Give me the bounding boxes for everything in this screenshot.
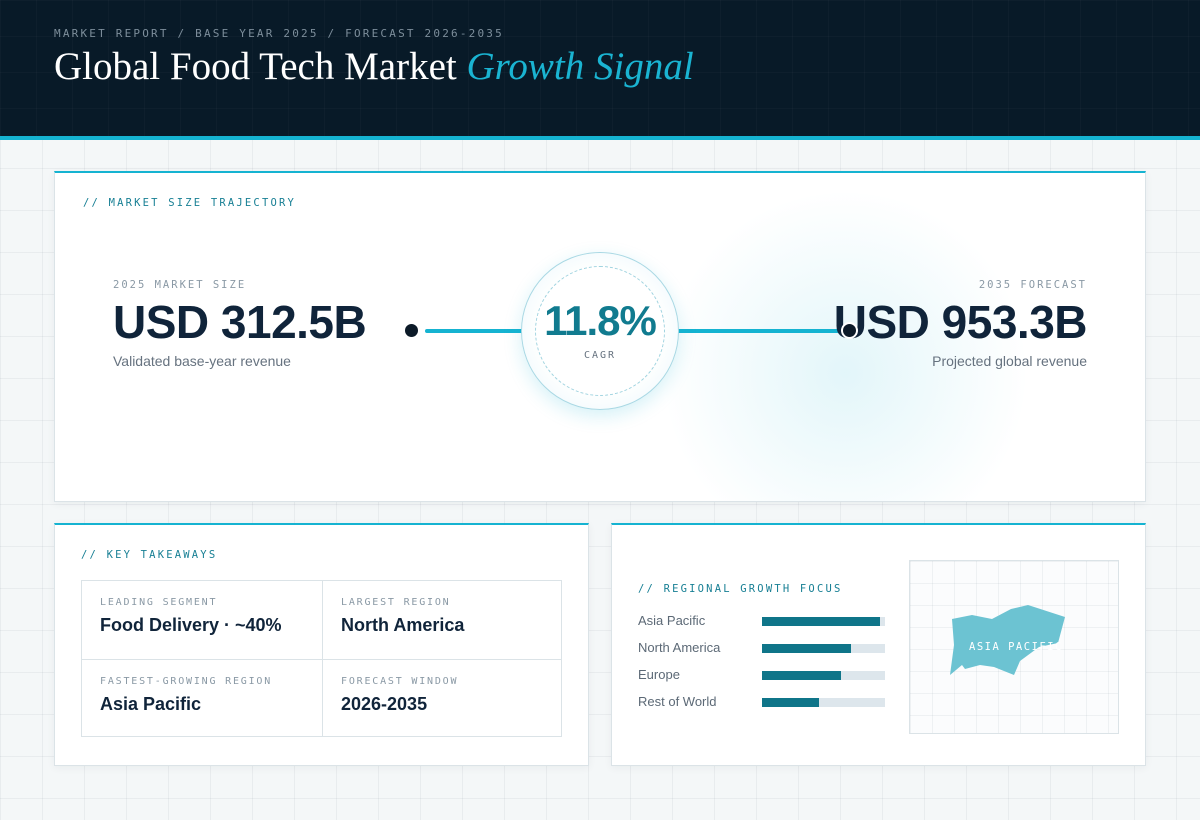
regional-label: // REGIONAL GROWTH FOCUS	[638, 583, 843, 595]
region-bar-fill	[762, 644, 851, 653]
takeaway-key: LEADING SEGMENT	[100, 597, 218, 608]
takeaway-largest-region: LARGEST REGION North America	[322, 581, 562, 659]
takeaway-value: 2026-2035	[341, 694, 428, 714]
region-name: Rest of World	[638, 694, 717, 709]
asia-pacific-map-shape	[950, 605, 1065, 675]
regional-growth-card: // REGIONAL GROWTH FOCUS Asia Pacific No…	[611, 523, 1146, 766]
region-bar-row: Europe	[638, 667, 888, 683]
region-name: Asia Pacific	[638, 613, 706, 628]
region-bar-row: Rest of World	[638, 694, 888, 710]
region-bar-track	[762, 617, 885, 626]
takeaway-value: Food Delivery · ~40%	[100, 615, 282, 635]
start-dot	[403, 322, 420, 339]
page-title-accent: Growth Signal	[466, 45, 694, 88]
region-bar-fill	[762, 617, 881, 626]
takeaway-key: FORECAST WINDOW	[341, 676, 459, 687]
forecast-glow	[655, 193, 1035, 501]
takeaways-grid: LEADING SEGMENT Food Delivery · ~40% LAR…	[81, 580, 562, 737]
takeaways-label: // KEY TAKEAWAYS	[81, 549, 218, 561]
takeaway-leading-segment: LEADING SEGMENT Food Delivery · ~40%	[82, 581, 322, 659]
end-dot	[841, 322, 858, 339]
region-bar-fill	[762, 698, 819, 707]
start-caption: Validated base-year revenue	[113, 353, 291, 369]
cagr-inner-ring	[535, 266, 665, 396]
takeaway-key: LARGEST REGION	[341, 597, 451, 608]
cagr-value: 11.8%	[544, 297, 657, 344]
region-name: Europe	[638, 667, 680, 682]
region-bar-fill	[762, 671, 841, 680]
start-value: USD 312.5B	[113, 296, 367, 348]
takeaway-forecast-window: FORECAST WINDOW 2026-2035	[322, 659, 562, 736]
region-bar-track	[762, 698, 885, 707]
trajectory-label: // MARKET SIZE TRAJECTORY	[83, 197, 297, 209]
region-bar-row: North America	[638, 640, 888, 656]
takeaway-value: North America	[341, 615, 465, 635]
end-value: USD 953.3B	[833, 296, 1088, 348]
end-caption: Projected global revenue	[932, 353, 1087, 369]
region-map: ASIA PACIFIC	[909, 560, 1119, 734]
market-trajectory-card: // MARKET SIZE TRAJECTORY 2025 MARKET SI…	[54, 171, 1146, 502]
report-header: MARKET REPORT / BASE YEAR 2025 / FORECAS…	[0, 0, 1200, 140]
takeaway-key: FASTEST-GROWING REGION	[100, 676, 273, 687]
key-takeaways-card: // KEY TAKEAWAYS LEADING SEGMENT Food De…	[54, 523, 589, 766]
region-bar-track	[762, 644, 885, 653]
takeaway-fastest-region: FASTEST-GROWING REGION Asia Pacific	[82, 659, 322, 736]
region-bar-track	[762, 671, 885, 680]
takeaway-value: Asia Pacific	[100, 694, 202, 714]
region-bar-row: Asia Pacific	[638, 613, 888, 629]
page-title: Global Food Tech Market Growth Signal	[54, 44, 694, 89]
map-region-label: ASIA PACIFIC	[969, 641, 1063, 653]
report-eyebrow: MARKET REPORT / BASE YEAR 2025 / FORECAS…	[54, 27, 504, 40]
region-name: North America	[638, 640, 721, 655]
end-kicker: 2035 FORECAST	[978, 279, 1087, 291]
start-kicker: 2025 MARKET SIZE	[113, 279, 247, 291]
page-title-main: Global Food Tech Market	[54, 45, 457, 88]
cagr-label: CAGR	[583, 350, 617, 361]
